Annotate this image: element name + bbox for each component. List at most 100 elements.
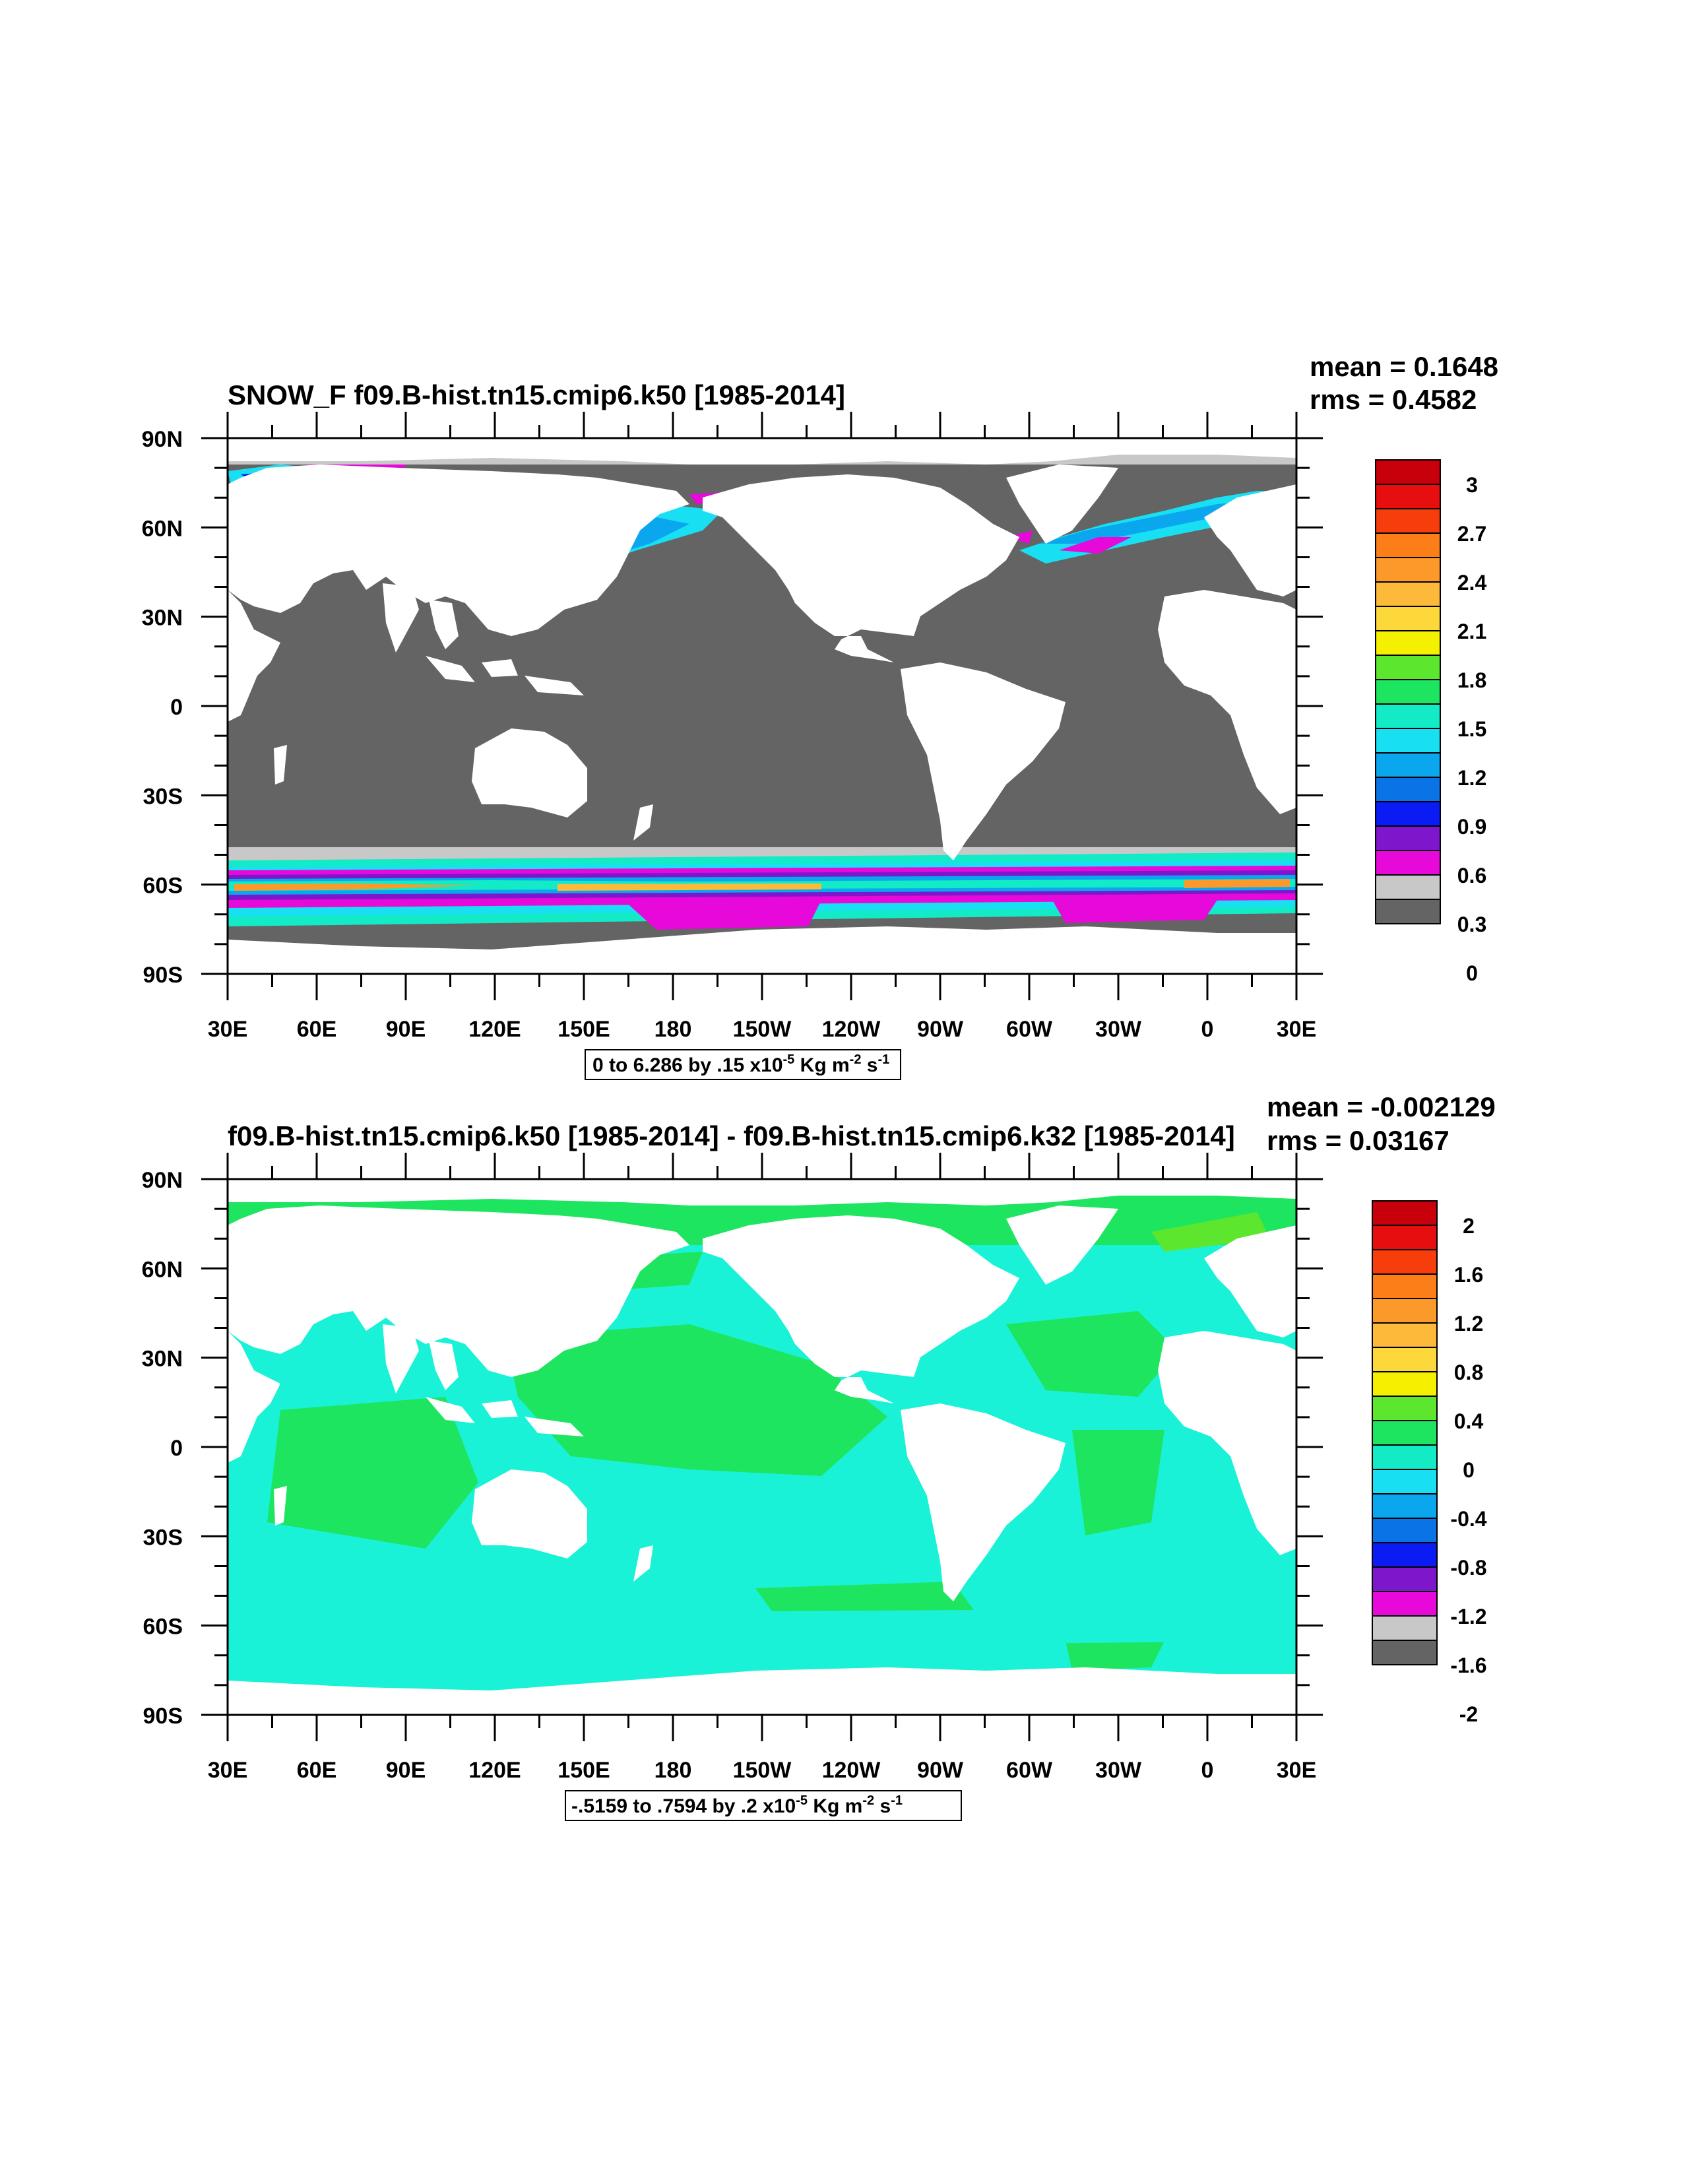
lon-label: 120E xyxy=(468,1017,521,1042)
lat-label: 60S xyxy=(143,874,183,899)
lon-label: 90E xyxy=(386,1017,426,1042)
colorbar-box xyxy=(1375,630,1441,656)
colorbar-label: 2.7 xyxy=(1457,522,1486,546)
colorbar-box xyxy=(1372,1518,1438,1543)
lon-label: 60W xyxy=(1006,1017,1053,1042)
lon-label: 30W xyxy=(1095,1017,1142,1042)
colorbar-box xyxy=(1375,655,1441,680)
colorbar-box xyxy=(1375,679,1441,705)
lon-label: 150E xyxy=(558,1017,610,1042)
lon-label: 90W xyxy=(917,1017,964,1042)
colorbar-box xyxy=(1375,532,1441,558)
colorbar-box xyxy=(1372,1347,1438,1372)
colorbar-box xyxy=(1372,1273,1438,1299)
lat-label: 60N xyxy=(142,1257,183,1282)
contour-info-2: -.5159 to .7594 by .2 x10-5 Kg m-2 s-1 xyxy=(571,1793,903,1817)
lat-label: 0 xyxy=(170,695,183,720)
colorbar-label: -2 xyxy=(1459,1702,1478,1726)
lon-label: 90E xyxy=(386,1758,426,1783)
colorbar-box xyxy=(1372,1396,1438,1421)
lon-label: 150E xyxy=(558,1758,610,1783)
colorbar-label: 2.4 xyxy=(1457,571,1487,594)
lat-label: 90S xyxy=(143,963,183,988)
lon-label: 30W xyxy=(1095,1758,1142,1783)
colorbar-box xyxy=(1372,1371,1438,1397)
colorbar-box xyxy=(1375,606,1441,631)
colorbar-2: 2 1.6 1.2 0.8 0.4 0 -0.4 -0.8 -1.2 -1.6 -2 xyxy=(1372,1200,1487,1726)
lat-label: 60S xyxy=(143,1615,183,1640)
colorbar-label: 0.6 xyxy=(1457,864,1486,887)
colorbar-box xyxy=(1375,752,1441,778)
colorbar-label: 1.8 xyxy=(1457,668,1486,692)
colorbar-box xyxy=(1372,1225,1438,1250)
colorbar-label: 3 xyxy=(1466,473,1478,497)
lat-label: 30N xyxy=(142,1347,183,1372)
panel-2-mean: mean = -0.002129 xyxy=(1267,1091,1496,1122)
panel-2-lon-labels: 30E 60E 90E 120E 150E 180 150W 120W 90W 60W 30W 0 30… xyxy=(208,1758,1317,1783)
lon-label: 30E xyxy=(208,1758,248,1783)
colorbar-label: -0.4 xyxy=(1450,1507,1486,1531)
colorbar-label: 2 xyxy=(1463,1214,1475,1238)
contour-info-1: 0 to 6.286 by .15 x10-5 Kg m-2 s-1 xyxy=(592,1052,889,1076)
colorbar-box xyxy=(1375,777,1441,802)
panel-1-lat-labels: 90N 60N 30N 0 30S 60S 90S xyxy=(142,427,183,988)
colorbar-label: -1.6 xyxy=(1450,1654,1486,1677)
colorbar-box xyxy=(1372,1200,1438,1226)
colorbar-box xyxy=(1372,1298,1438,1324)
colorbar-label: -1.2 xyxy=(1450,1605,1486,1628)
lat-label: 30S xyxy=(143,784,183,809)
lon-label: 180 xyxy=(654,1758,692,1783)
panel-2-title: f09.B-hist.tn15.cmip6.k50 [1985-2014] - … xyxy=(228,1120,1235,1151)
lat-label: 60N xyxy=(142,516,183,541)
colorbar-label: -0.8 xyxy=(1450,1556,1486,1580)
colorbar-label: 0.9 xyxy=(1457,815,1486,839)
colorbar-label: 0 xyxy=(1463,1458,1475,1482)
colorbar-box xyxy=(1375,703,1441,729)
colorbar-box xyxy=(1372,1249,1438,1275)
colorbar-box xyxy=(1372,1322,1438,1348)
colorbar-box xyxy=(1375,459,1441,485)
lon-label: 30E xyxy=(1277,1758,1317,1783)
colorbar-label: 0.3 xyxy=(1457,913,1486,936)
panel-1-mean: mean = 0.1648 xyxy=(1310,351,1498,382)
lat-label: 30S xyxy=(143,1525,183,1550)
lon-label: 60W xyxy=(1006,1758,1053,1783)
lon-label: 0 xyxy=(1201,1758,1214,1783)
map-plot-2 xyxy=(228,1179,1296,1715)
panel-1-lon-labels: 30E 60E 90E 120E 150E 180 150W 120W 90W 60W 30W 0 30… xyxy=(208,1017,1317,1042)
lon-label: 120E xyxy=(468,1758,521,1783)
colorbar-box xyxy=(1372,1566,1438,1592)
panel-1-ticks xyxy=(201,412,1323,1000)
colorbar-box xyxy=(1375,825,1441,851)
lat-label: 0 xyxy=(170,1436,183,1461)
lat-label: 30N xyxy=(142,606,183,631)
colorbar-box xyxy=(1375,581,1441,607)
lon-label: 120W xyxy=(822,1017,881,1042)
colorbar-box xyxy=(1375,557,1441,583)
colorbar-box xyxy=(1372,1640,1438,1665)
lon-label: 30E xyxy=(208,1017,248,1042)
colorbar-box xyxy=(1375,899,1441,924)
contour-info-box-2 xyxy=(565,1790,962,1821)
panel-1-title: SNOW_F f09.B-hist.tn15.cmip6.k50 [1985-2… xyxy=(228,379,845,410)
panel-1: SNOW_F f09.B-hist.tn15.cmip6.k50 [1985-2… xyxy=(142,351,1498,1080)
lat-label: 90N xyxy=(142,1168,183,1193)
lon-label: 120W xyxy=(822,1758,881,1783)
panel-2-ticks xyxy=(201,1153,1323,1741)
colorbar-box xyxy=(1375,728,1441,754)
lat-label: 90S xyxy=(143,1704,183,1729)
lon-label: 30E xyxy=(1277,1017,1317,1042)
lon-label: 60E xyxy=(297,1758,337,1783)
colorbar-box xyxy=(1372,1493,1438,1519)
colorbar-box xyxy=(1375,850,1441,876)
colorbar-label: 0 xyxy=(1466,961,1478,985)
colorbar-label: 2.1 xyxy=(1457,620,1486,643)
colorbar-label: 1.2 xyxy=(1457,766,1486,790)
colorbar-label: 1.5 xyxy=(1457,717,1486,741)
colorbar-box xyxy=(1372,1591,1438,1617)
colorbar-box xyxy=(1372,1542,1438,1568)
lon-label: 0 xyxy=(1201,1017,1214,1042)
colorbar-label: 0.4 xyxy=(1454,1409,1484,1433)
colorbar-label: 0.8 xyxy=(1454,1361,1483,1384)
